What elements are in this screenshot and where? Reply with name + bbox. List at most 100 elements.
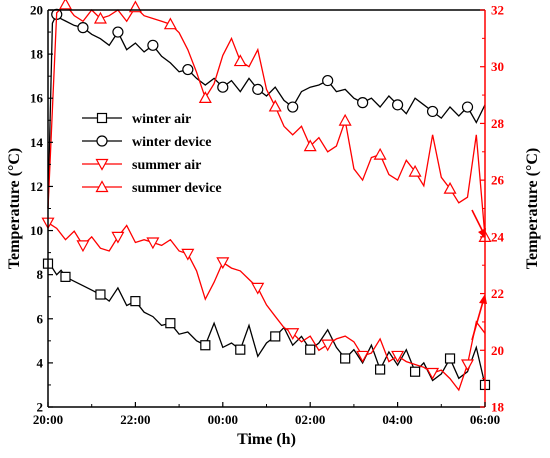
data-point-triangle-up [93,11,107,24]
data-point-circle [287,101,299,113]
data-point-circle [426,105,439,118]
data-point-triangle-up [198,91,212,104]
legend-label: winter device [132,135,211,150]
series-line [47,3,486,237]
data-point-square [409,366,421,377]
data-point-triangle-up [268,99,282,112]
series-layer [41,0,492,392]
right-tick-label: 20 [491,343,504,358]
left-tick-label: 4 [37,355,44,370]
right-tick-label: 22 [491,286,504,301]
data-point-square [96,112,108,124]
data-point-triangle-up [408,164,422,177]
data-point-triangle-up [128,0,142,13]
data-point-triangle-down [76,240,90,253]
data-point-triangle-down [251,282,265,295]
data-point-square [375,364,386,375]
data-point-square [444,353,456,364]
left-tick-label: 14 [30,135,44,150]
data-point-triangle-up [163,17,177,30]
data-point-square [130,296,141,307]
left-tick-label: 18 [30,47,44,62]
left-tick-label: 8 [37,267,44,282]
arrow-summer-air-head [479,294,487,304]
data-point-triangle-down [181,248,195,261]
left-tick-label: 16 [30,91,44,106]
left-tick-label: 2 [37,400,44,415]
data-point-square [165,318,176,329]
data-point-circle [252,83,264,96]
x-tick-label: 04:00 [382,412,412,427]
data-point-triangle-up [443,181,457,194]
left-tick-label: 6 [37,311,44,326]
data-point-circle [182,63,194,76]
x-axis-title: Time (h) [237,431,296,448]
data-point-triangle-up [58,0,72,10]
legend-item-winter-device: winter device [82,135,211,150]
data-point-triangle-up [338,113,352,126]
left-tick-label: 10 [30,223,43,238]
legend-item-winter-air: winter air [82,112,191,127]
right-tick-label: 28 [491,116,505,131]
legend-item-summer-device: summer device [82,180,222,196]
data-point-triangle-down [391,350,405,363]
data-point-triangle-down [146,237,160,250]
data-point-triangle-down [111,231,125,244]
x-tick-label: 22:00 [120,412,150,427]
left-tick-label: 12 [30,179,43,194]
right-axis-title: Temperature (°C) [524,148,541,269]
legend-item-summer-air: summer air [82,158,201,173]
left-axis-title: Temperature (°C) [6,148,23,269]
data-point-circle [147,39,159,51]
data-point-triangle-down [426,367,440,380]
right-tick-label: 26 [491,173,505,188]
data-point-triangle-down [95,158,109,171]
series-line [47,222,486,392]
legend-label: summer air [132,158,201,173]
data-point-circle [77,22,89,34]
data-point-circle [96,135,108,147]
data-point-triangle-up [233,54,247,67]
legend-label: winter air [132,112,191,127]
right-tick-label: 24 [491,229,505,244]
series-winter-device [47,8,486,209]
data-point-triangle-up [303,139,317,152]
right-tick-label: 18 [491,400,505,415]
data-point-triangle-up [95,180,109,193]
data-point-circle [357,97,369,109]
data-point-triangle-down [216,257,230,270]
right-tick-label: 30 [491,59,504,74]
x-tick-label: 20:00 [33,412,63,427]
data-point-triangle-down [356,350,370,363]
arrow-summer-device-head [478,228,486,238]
series-winter-air [42,258,491,391]
series-summer-air [41,217,486,392]
legend-label: summer device [132,181,222,196]
data-point-triangle-up [373,147,387,160]
data-point-square [95,289,106,300]
series-line [47,263,486,386]
left-tick-label: 20 [30,3,43,18]
legend: winter air winter device summer air summer … [82,112,222,196]
data-point-circle [217,81,229,93]
data-point-square [270,331,281,342]
data-point-triangle-down [286,328,300,341]
data-point-square [340,353,351,364]
data-point-circle [392,99,404,111]
x-tick-label: 02:00 [295,412,325,427]
data-point-circle [112,26,124,38]
data-point-square [235,344,246,355]
data-point-circle [461,101,474,113]
data-point-triangle-down [461,359,475,372]
data-point-square [305,344,316,355]
data-point-square [200,340,211,351]
x-tick-label: 00:00 [208,412,238,427]
data-point-square [60,271,71,282]
series-summer-device [47,0,492,242]
arrow-summer-air-line [471,297,485,341]
right-tick-label: 32 [491,3,504,18]
data-point-circle [322,74,334,87]
data-point-triangle-down [321,339,335,352]
